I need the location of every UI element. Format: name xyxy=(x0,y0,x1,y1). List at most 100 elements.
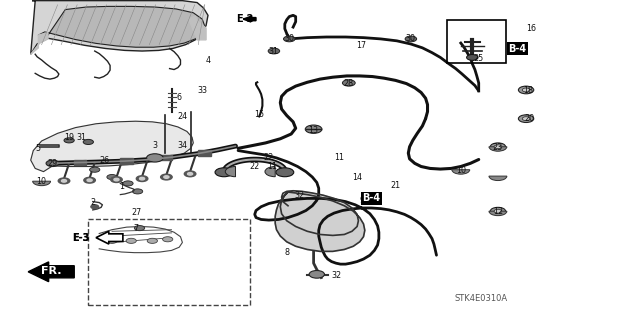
Wedge shape xyxy=(225,167,236,177)
Polygon shape xyxy=(31,121,193,172)
Circle shape xyxy=(184,171,196,177)
Circle shape xyxy=(309,271,324,278)
Circle shape xyxy=(126,238,136,243)
Text: E-3: E-3 xyxy=(72,233,90,243)
Circle shape xyxy=(522,88,530,92)
Text: 31: 31 xyxy=(269,47,279,56)
Circle shape xyxy=(518,86,534,94)
Text: 8: 8 xyxy=(284,248,289,256)
Text: 13: 13 xyxy=(308,126,319,135)
FancyArrow shape xyxy=(96,231,123,244)
Wedge shape xyxy=(33,181,51,186)
Text: 22: 22 xyxy=(250,162,260,171)
Text: 30: 30 xyxy=(406,34,416,43)
Circle shape xyxy=(140,177,145,180)
Text: 4: 4 xyxy=(205,56,211,65)
Text: 23: 23 xyxy=(493,143,503,152)
Wedge shape xyxy=(452,170,470,174)
Polygon shape xyxy=(31,1,208,54)
Circle shape xyxy=(522,117,530,121)
Bar xyxy=(198,150,211,156)
Bar xyxy=(88,219,250,305)
Text: 28: 28 xyxy=(344,79,354,88)
Text: STK4E0310A: STK4E0310A xyxy=(454,294,508,303)
Circle shape xyxy=(46,160,59,167)
Polygon shape xyxy=(38,6,205,47)
FancyArrow shape xyxy=(28,262,74,282)
Text: 11: 11 xyxy=(334,153,344,162)
Circle shape xyxy=(114,178,119,181)
Circle shape xyxy=(268,48,280,54)
Circle shape xyxy=(91,205,99,209)
Wedge shape xyxy=(265,167,275,177)
Text: B-4: B-4 xyxy=(362,193,380,204)
Text: 12: 12 xyxy=(493,207,503,216)
Circle shape xyxy=(90,167,100,172)
Text: 31: 31 xyxy=(76,133,86,142)
Text: 22: 22 xyxy=(264,153,274,162)
Text: 7: 7 xyxy=(133,224,138,233)
Text: 16: 16 xyxy=(526,24,536,33)
Polygon shape xyxy=(189,16,206,40)
Bar xyxy=(447,20,506,63)
Text: 18: 18 xyxy=(523,86,533,95)
Text: 11: 11 xyxy=(267,162,277,171)
Text: 32: 32 xyxy=(294,191,305,200)
Wedge shape xyxy=(489,147,507,151)
Circle shape xyxy=(147,238,157,243)
Bar xyxy=(120,158,133,164)
Wedge shape xyxy=(489,176,507,181)
Circle shape xyxy=(107,174,117,180)
Text: 30: 30 xyxy=(284,34,294,43)
Circle shape xyxy=(490,207,506,215)
Circle shape xyxy=(107,238,117,243)
Text: B-4: B-4 xyxy=(508,44,526,54)
Circle shape xyxy=(467,55,478,60)
Circle shape xyxy=(134,226,145,231)
Circle shape xyxy=(276,168,294,177)
Text: 34: 34 xyxy=(177,141,188,150)
Circle shape xyxy=(147,154,163,162)
Text: 3: 3 xyxy=(152,141,157,150)
Circle shape xyxy=(494,145,502,149)
Circle shape xyxy=(188,173,193,175)
Polygon shape xyxy=(31,33,48,54)
Text: 14: 14 xyxy=(352,173,362,182)
Circle shape xyxy=(305,125,322,133)
Text: E-2: E-2 xyxy=(236,14,253,24)
Circle shape xyxy=(163,237,173,242)
Circle shape xyxy=(342,80,355,86)
Circle shape xyxy=(58,178,70,184)
Circle shape xyxy=(490,143,506,151)
Circle shape xyxy=(64,138,74,143)
Text: 20: 20 xyxy=(525,114,535,123)
Text: 2: 2 xyxy=(90,198,95,207)
Text: 32: 32 xyxy=(331,271,341,280)
Bar xyxy=(159,155,172,160)
Circle shape xyxy=(61,180,67,182)
Circle shape xyxy=(132,189,143,194)
Text: 17: 17 xyxy=(356,41,367,50)
Circle shape xyxy=(405,36,417,42)
Text: 5: 5 xyxy=(36,144,41,153)
Text: 27: 27 xyxy=(131,208,141,217)
Circle shape xyxy=(161,174,172,180)
Circle shape xyxy=(518,115,534,122)
Text: 29: 29 xyxy=(47,159,58,168)
Text: 6: 6 xyxy=(177,93,182,102)
Circle shape xyxy=(215,168,233,177)
Text: 9: 9 xyxy=(359,197,364,205)
Circle shape xyxy=(111,177,122,182)
Text: 26: 26 xyxy=(99,156,109,165)
Circle shape xyxy=(84,177,95,183)
Text: FR.: FR. xyxy=(41,266,61,276)
Text: 33: 33 xyxy=(198,86,208,95)
Circle shape xyxy=(83,139,93,145)
Text: 10: 10 xyxy=(36,177,47,186)
Circle shape xyxy=(123,181,133,186)
Text: 24: 24 xyxy=(177,112,188,121)
Circle shape xyxy=(284,36,295,42)
Text: 25: 25 xyxy=(474,54,484,63)
Circle shape xyxy=(87,179,92,182)
Bar xyxy=(74,160,86,165)
